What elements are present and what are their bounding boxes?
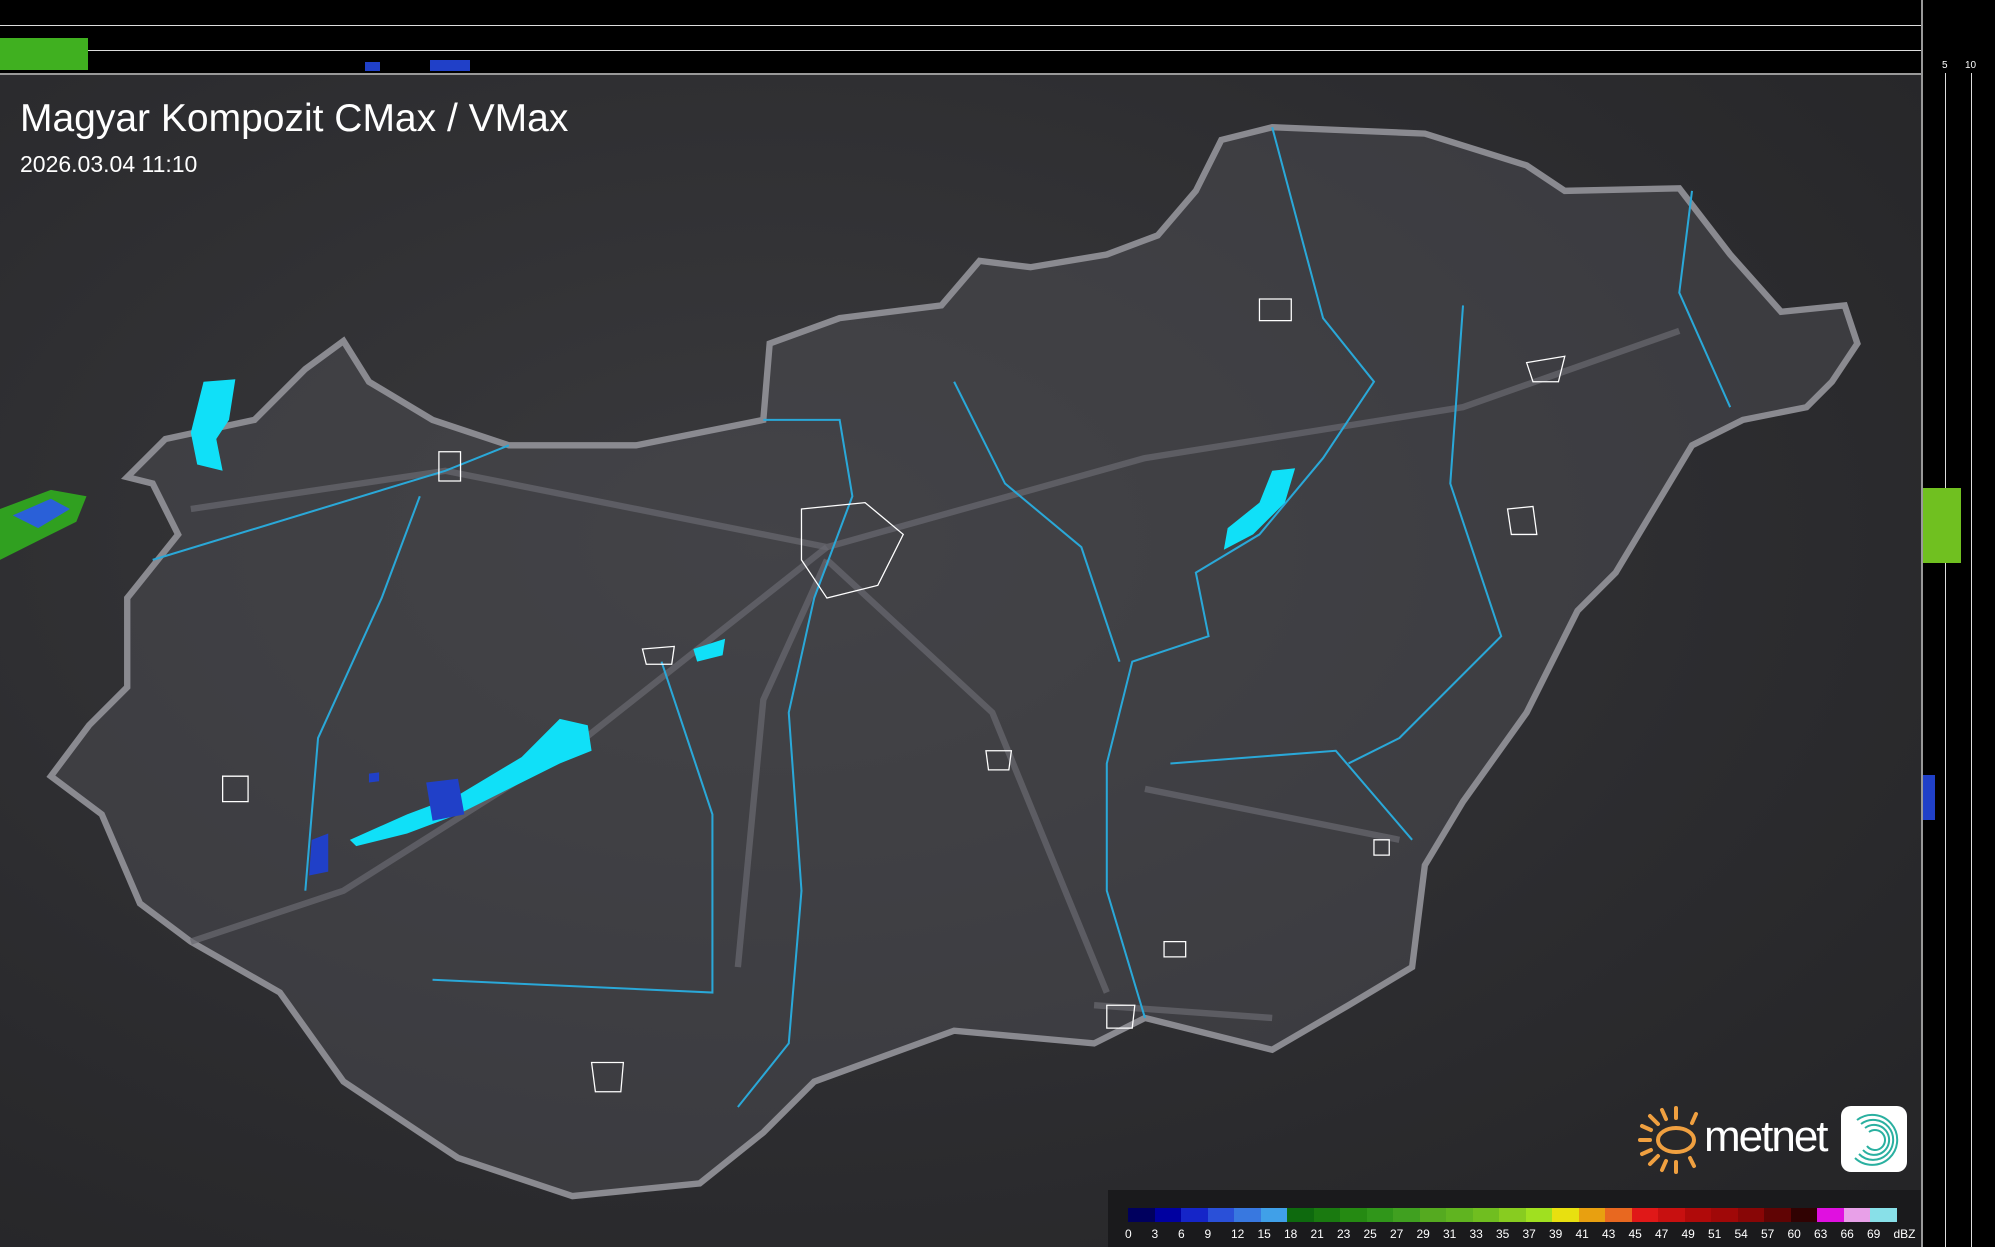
legend-labels: 0 3 6 9 12 15 18 21 23 25 27 29 31 33 35 37 39 41 43 45 47 49… [1125,1227,1916,1241]
radar-echoes [0,489,465,876]
roads [189,327,1681,1022]
lake-neusiedl [190,379,236,471]
legend-label: 66 [1840,1227,1854,1241]
legend-label: 15 [1257,1227,1271,1241]
legend-label: 0 [1125,1227,1132,1241]
gridline-10 [0,25,1921,26]
legend-swatch [1340,1208,1367,1222]
legend-swatch [1260,1208,1287,1222]
legend-swatch [1393,1208,1420,1222]
legend-label: 49 [1681,1227,1695,1241]
legend-swatch [1419,1208,1446,1222]
legend-swatch [1711,1208,1738,1222]
rivers [152,126,1732,1108]
legend-label: 43 [1602,1227,1616,1241]
axis-tick: 5 [1942,60,1948,71]
legend-swatch [1631,1208,1658,1222]
legend-swatch [1128,1208,1155,1222]
legend-color-bar [1128,1208,1897,1222]
legend-swatch [1287,1208,1314,1222]
legend-swatch [1605,1208,1632,1222]
legend-label: 25 [1363,1227,1377,1241]
legend-label: 27 [1390,1227,1404,1241]
legend-label: 47 [1655,1227,1669,1241]
legend-swatch [1366,1208,1393,1222]
lake-velence [693,638,726,662]
map-timestamp: 2026.03.04 11:10 [20,151,198,177]
legend-label: 9 [1204,1227,1212,1241]
profile-echo [1923,775,1935,820]
gridline-5 [0,50,1921,51]
legend-label: 45 [1628,1227,1642,1241]
brand-name: metnet [1704,1112,1829,1161]
legend-label: 33 [1469,1227,1483,1241]
legend-label: 35 [1496,1227,1510,1241]
legend-swatch [1499,1208,1526,1222]
legend-label: 23 [1337,1227,1351,1241]
lake-tisza [1223,468,1296,550]
legend-label: 37 [1522,1227,1536,1241]
legend-label: 51 [1708,1227,1722,1241]
legend-swatch [1737,1208,1764,1222]
profile-echo [365,62,380,71]
legend-label: 60 [1787,1227,1801,1241]
legend-label: 41 [1575,1227,1589,1241]
sun-icon [1638,1106,1698,1174]
legend-swatch [1843,1208,1870,1222]
legend-unit: dBZ [1893,1227,1916,1241]
legend-label: 18 [1284,1227,1298,1241]
radar-map[interactable] [0,73,1921,1247]
legend-label: 57 [1761,1227,1775,1241]
legend-swatch [1525,1208,1552,1222]
country-outline [46,124,1861,1200]
legend-swatch [1207,1208,1234,1222]
legend-swatch [1578,1208,1605,1222]
east-west-profile-panel [1921,0,1995,1247]
legend-swatch [1552,1208,1579,1222]
legend-swatch [1446,1208,1473,1222]
hungary-map [0,124,1861,1200]
legend-label: 69 [1867,1227,1881,1241]
legend-swatch [1764,1208,1791,1222]
dbz-color-legend: 0 3 6 9 12 15 18 21 23 25 27 29 31 33 35 37 39 41 43 45 47 49… [1108,1190,1921,1247]
legend-label: 6 [1178,1227,1185,1241]
map-title: Magyar Kompozit CMax / VMax [20,97,569,140]
legend-swatch [1472,1208,1499,1222]
profile-echo [1923,488,1961,563]
legend-label: 31 [1443,1227,1457,1241]
legend-swatch [1790,1208,1817,1222]
legend-label: 3 [1151,1227,1159,1241]
app-badge-icon [1841,1106,1907,1172]
axis-tick: 10 [1965,60,1977,71]
north-south-profile-panel [0,0,1921,75]
legend-label: 29 [1416,1227,1430,1241]
lakes [190,379,1296,847]
legend-swatch [1181,1208,1208,1222]
legend-label: 54 [1734,1227,1748,1241]
city-outlines [221,298,1566,1093]
lake-balaton [349,718,592,847]
profile-echo [0,38,88,70]
profile-echo [430,60,470,71]
legend-swatch [1870,1208,1897,1222]
legend-label: 39 [1549,1227,1563,1241]
legend-label: 12 [1231,1227,1245,1241]
legend-label: 21 [1310,1227,1324,1241]
legend-swatch [1154,1208,1181,1222]
legend-swatch [1658,1208,1685,1222]
legend-swatch [1313,1208,1340,1222]
legend-swatch [1234,1208,1261,1222]
metnet-logo: metnet [1636,1104,1911,1176]
legend-label: 63 [1814,1227,1828,1241]
legend-swatch [1684,1208,1711,1222]
legend-swatch [1817,1208,1844,1222]
